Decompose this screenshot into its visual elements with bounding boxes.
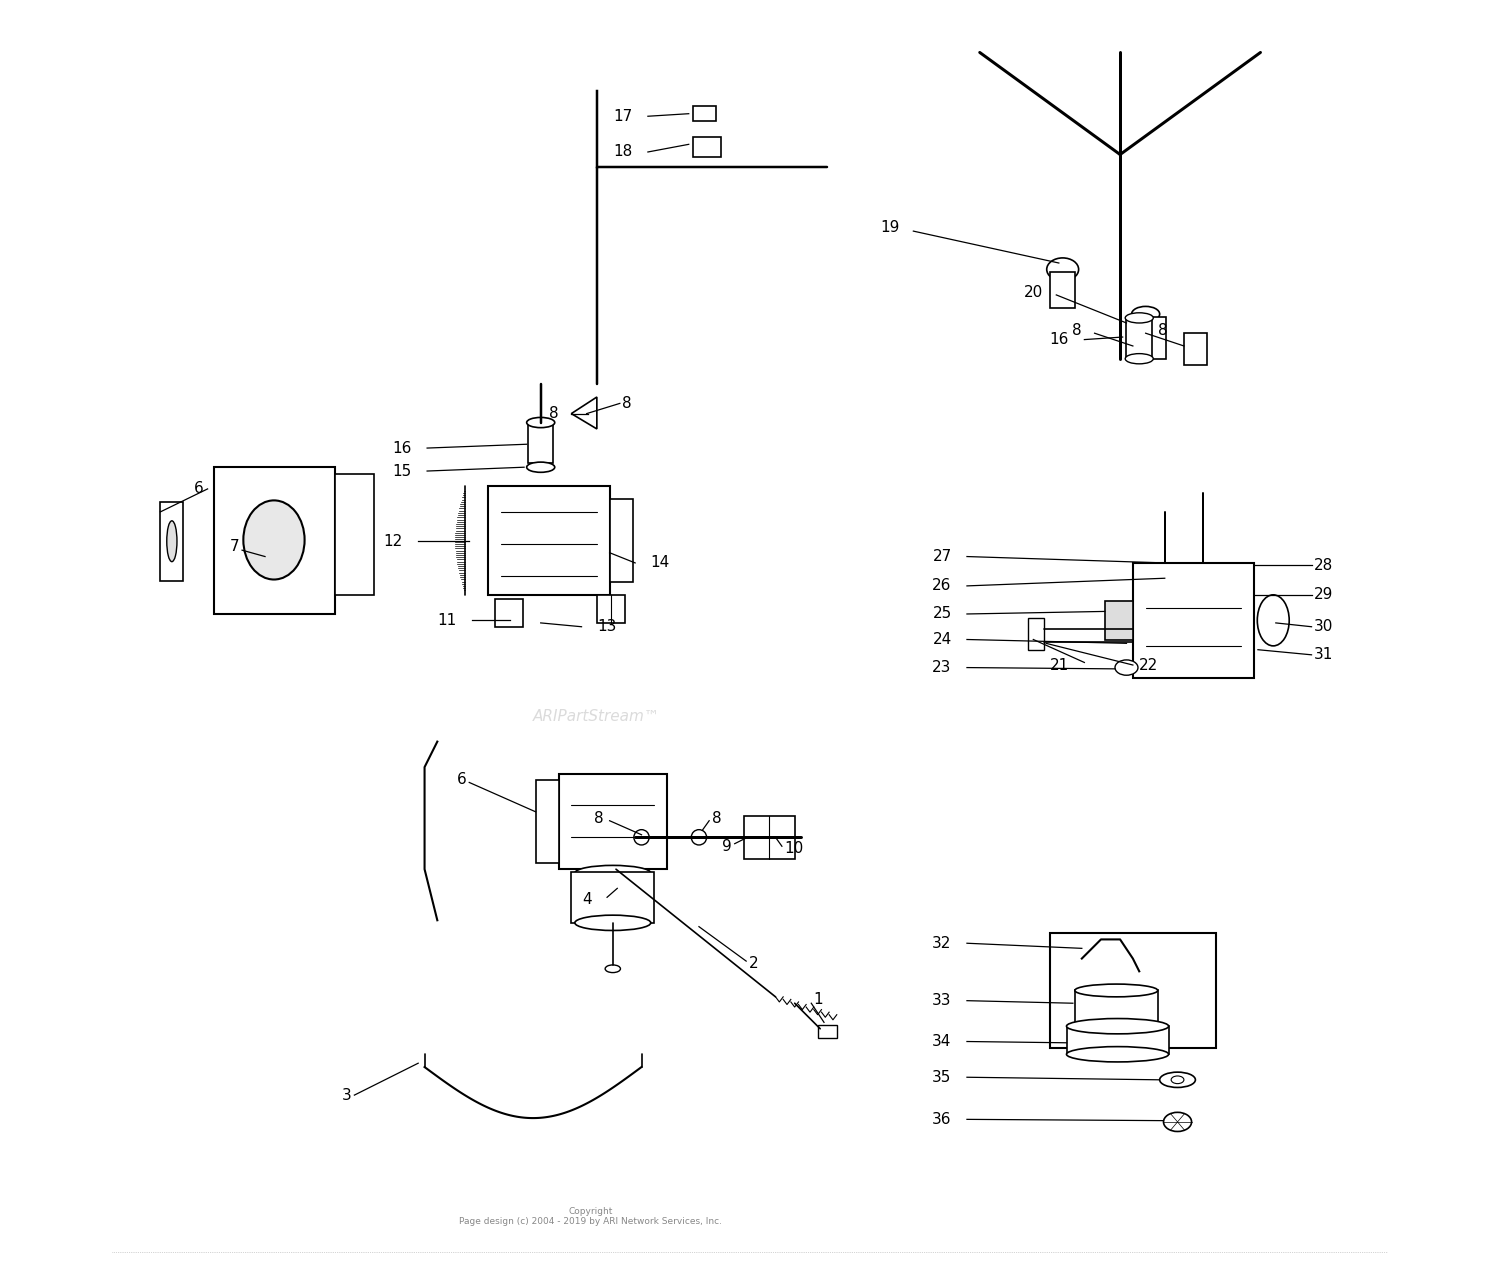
Text: 8: 8 [1158,324,1168,338]
Ellipse shape [1114,660,1138,675]
Ellipse shape [1160,1072,1196,1087]
Ellipse shape [526,417,555,427]
FancyBboxPatch shape [528,425,554,463]
FancyBboxPatch shape [1184,334,1208,365]
Text: 13: 13 [597,619,616,634]
Text: 33: 33 [932,994,951,1008]
Text: 9: 9 [723,839,732,854]
Text: 27: 27 [933,549,951,564]
Ellipse shape [166,521,177,561]
Ellipse shape [574,866,651,881]
Ellipse shape [1125,313,1154,324]
Text: 23: 23 [933,660,951,675]
FancyBboxPatch shape [818,1024,837,1037]
FancyBboxPatch shape [1050,272,1076,308]
FancyBboxPatch shape [536,780,558,863]
Text: 8: 8 [711,811,722,826]
Text: 2: 2 [748,957,759,971]
FancyBboxPatch shape [489,486,609,595]
Text: 4: 4 [582,893,591,907]
Text: 29: 29 [1314,587,1334,602]
Text: 25: 25 [933,606,951,622]
Circle shape [634,830,650,845]
FancyBboxPatch shape [160,501,183,581]
Text: 7: 7 [230,538,240,554]
FancyBboxPatch shape [1126,321,1152,358]
Text: 26: 26 [933,578,951,593]
Text: 16: 16 [393,440,412,455]
FancyBboxPatch shape [609,499,633,582]
FancyBboxPatch shape [693,106,715,122]
FancyBboxPatch shape [1076,990,1158,1028]
Ellipse shape [1164,1113,1191,1132]
Text: 21: 21 [1050,657,1070,673]
Ellipse shape [526,462,555,472]
Ellipse shape [1076,984,1158,996]
Text: 28: 28 [1314,558,1334,573]
FancyBboxPatch shape [558,774,668,870]
Text: 12: 12 [384,533,404,549]
FancyBboxPatch shape [1131,317,1166,358]
FancyBboxPatch shape [334,473,374,595]
Ellipse shape [574,916,651,931]
Text: 16: 16 [1050,333,1070,347]
Text: 8: 8 [622,396,632,411]
Text: 34: 34 [933,1033,951,1049]
FancyBboxPatch shape [1132,563,1254,678]
Text: Copyright
Page design (c) 2004 - 2019 by ARI Network Services, Inc.: Copyright Page design (c) 2004 - 2019 by… [459,1206,722,1227]
Ellipse shape [1172,1076,1184,1083]
Circle shape [692,830,706,845]
Text: 6: 6 [194,481,204,496]
FancyBboxPatch shape [1050,934,1217,1048]
Text: 6: 6 [458,773,466,788]
Text: ARIPartStream™: ARIPartStream™ [534,709,660,724]
Text: 19: 19 [880,220,900,235]
Text: 10: 10 [784,842,804,857]
Text: 14: 14 [651,555,669,570]
Ellipse shape [1066,1046,1168,1062]
Text: 17: 17 [614,109,633,124]
FancyBboxPatch shape [744,816,795,859]
Ellipse shape [243,500,304,579]
FancyBboxPatch shape [572,872,654,923]
Text: 20: 20 [1024,285,1044,299]
Text: 30: 30 [1314,619,1334,634]
Ellipse shape [1131,307,1160,322]
Text: 18: 18 [614,145,633,160]
Text: 24: 24 [933,632,951,647]
FancyBboxPatch shape [1028,618,1044,650]
Text: 35: 35 [933,1069,951,1085]
Text: 32: 32 [933,936,951,950]
Ellipse shape [1066,1018,1168,1033]
Ellipse shape [1125,353,1154,363]
Text: 36: 36 [932,1111,951,1127]
Text: 8: 8 [549,407,558,421]
FancyBboxPatch shape [1106,601,1132,640]
Text: 15: 15 [393,463,412,478]
Text: 1: 1 [815,993,824,1007]
FancyBboxPatch shape [693,137,720,157]
FancyBboxPatch shape [1066,1026,1168,1054]
FancyBboxPatch shape [214,467,334,614]
Text: 8: 8 [594,811,603,826]
Ellipse shape [1257,595,1288,646]
Text: 22: 22 [1138,657,1158,673]
FancyBboxPatch shape [597,595,626,623]
Text: 8: 8 [1072,324,1082,338]
Polygon shape [572,396,597,428]
Ellipse shape [1047,258,1078,281]
FancyBboxPatch shape [495,599,524,627]
Text: 11: 11 [436,613,456,628]
Ellipse shape [604,964,621,972]
Text: 3: 3 [342,1087,352,1102]
Text: 31: 31 [1314,647,1334,663]
